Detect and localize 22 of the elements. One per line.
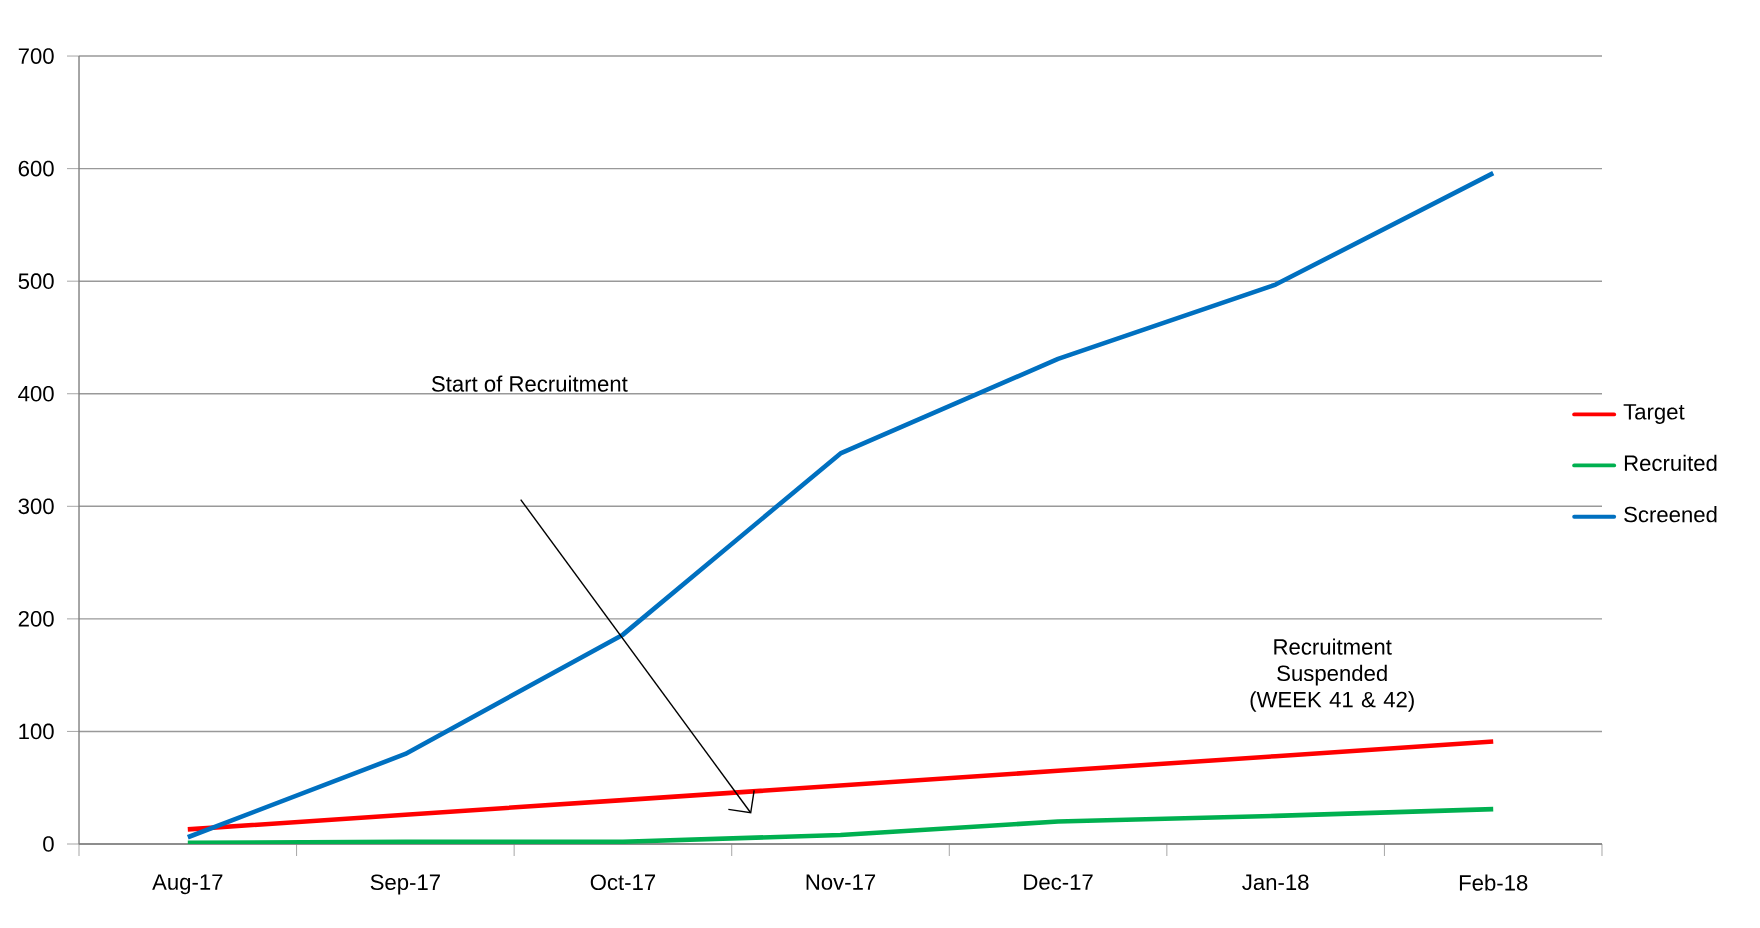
annotation: Recruitment Suspended (WEEK 41 & 42): [1250, 638, 1414, 712]
y-tick-label: 400: [18, 385, 54, 402]
legend-label: Recruited: [1624, 454, 1717, 471]
legend-label: Target: [1623, 404, 1685, 424]
x-tick-label: Aug-17: [152, 874, 223, 895]
x-tick-label: Jan-18: [1242, 874, 1309, 891]
x-tick-label: Sep-17: [370, 874, 440, 895]
y-tick-label: 600: [18, 160, 54, 177]
line-series: [185, 170, 1496, 840]
y-tick-label: 100: [19, 723, 54, 740]
y-tick-label: 500: [18, 273, 54, 290]
x-tick-label: Feb-18: [1459, 874, 1528, 891]
y-tick-label: 700: [18, 48, 54, 64]
annotation: Start of Recruitment: [431, 375, 628, 392]
x-tick-label: Oct-17: [590, 874, 656, 891]
x-tick-label: Dec-17: [1024, 874, 1093, 890]
y-tick-label: 200: [18, 611, 54, 627]
y-tick-label: 300: [18, 498, 54, 515]
line-series: [185, 806, 1496, 845]
legend-label: Screened: [1624, 506, 1717, 523]
x-tick-label: Nov-17: [806, 874, 876, 890]
y-tick-label: 0: [43, 836, 54, 852]
